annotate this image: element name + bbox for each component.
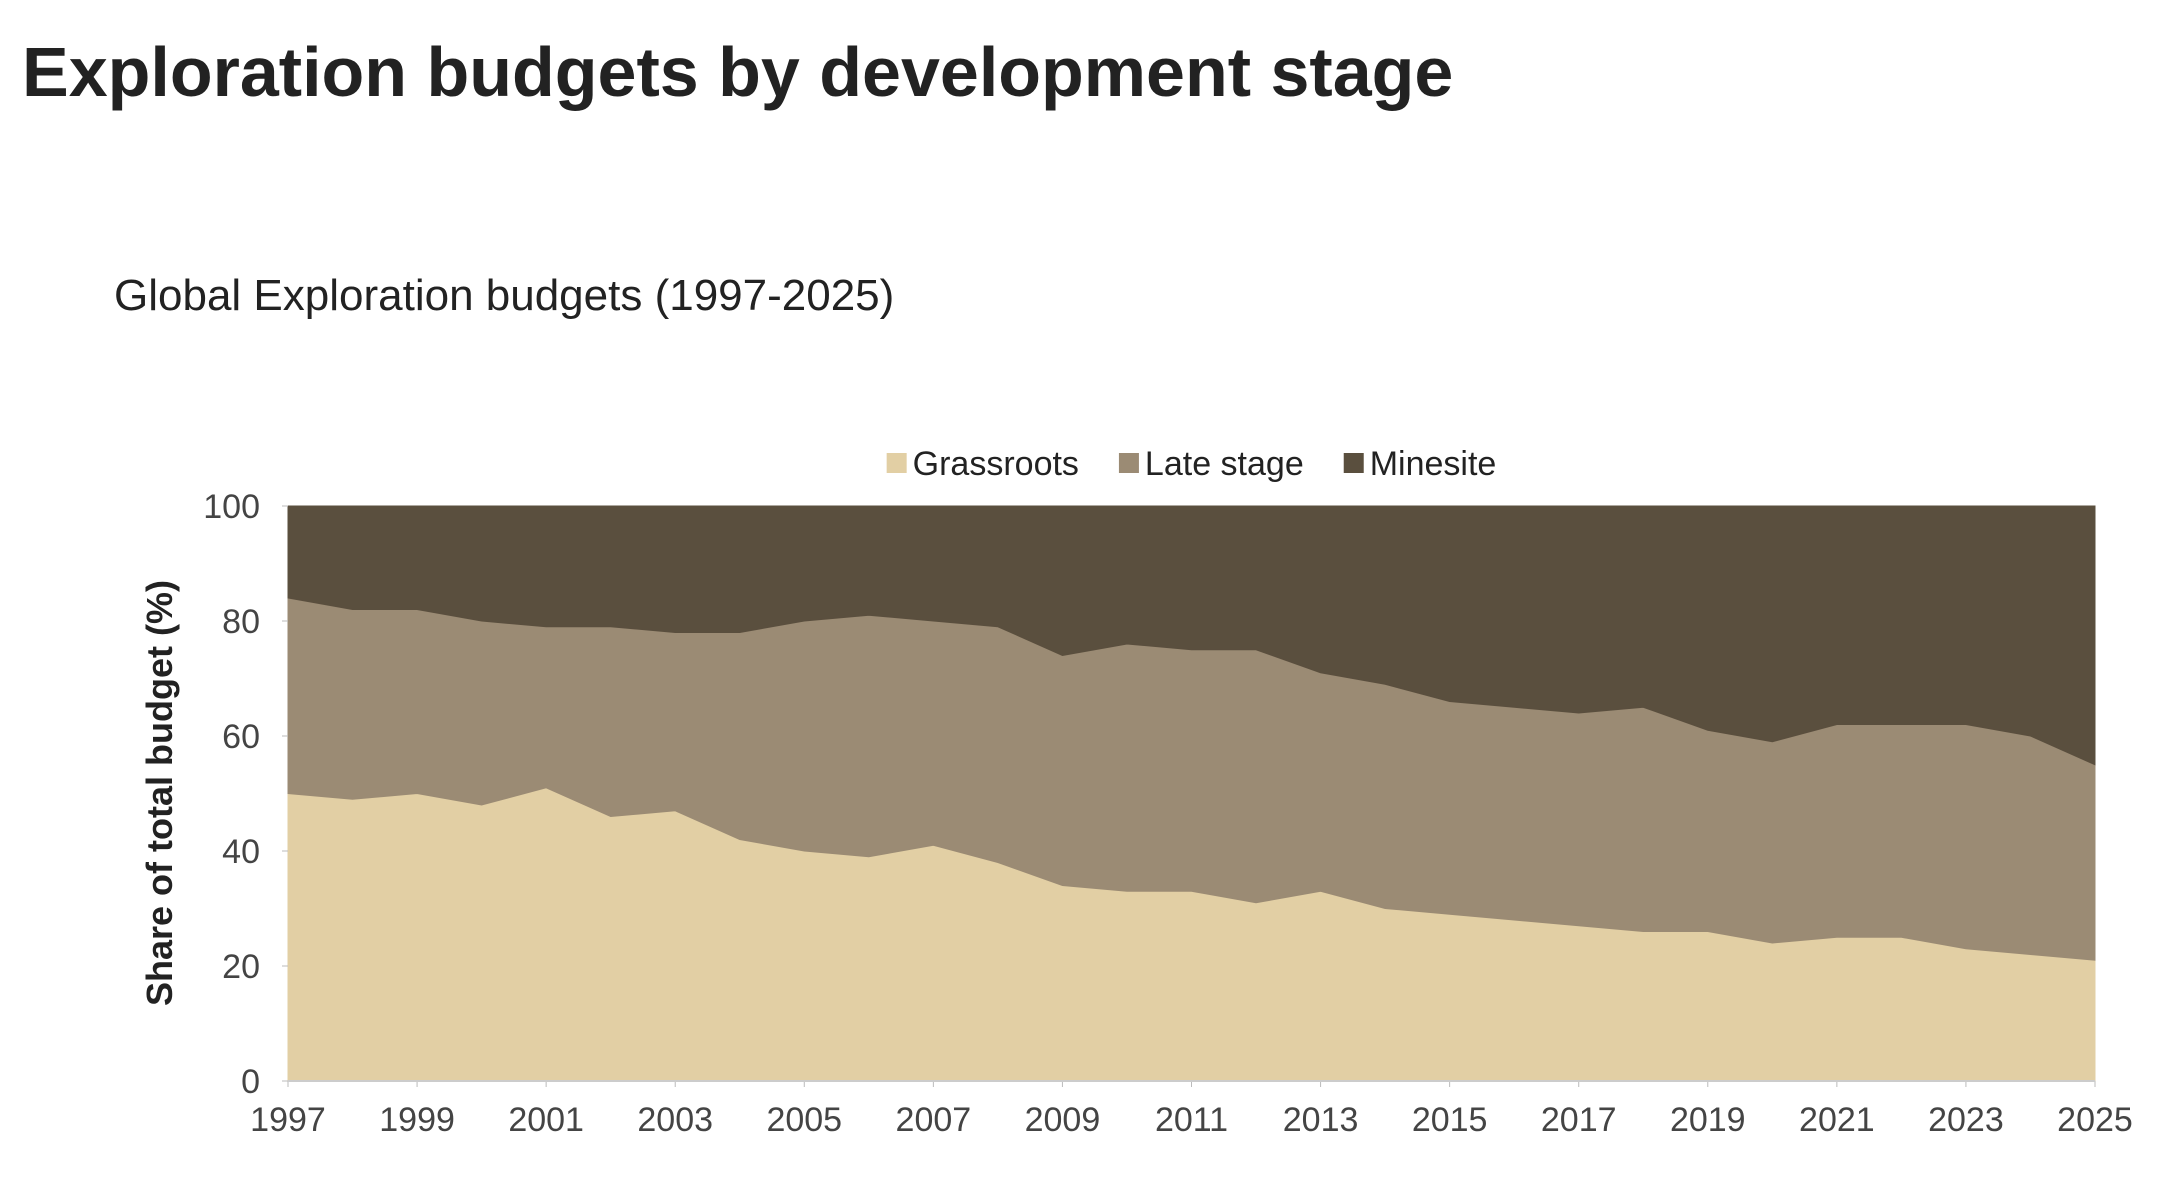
y-tick-label: 20 bbox=[222, 948, 260, 986]
legend-label: Minesite bbox=[1370, 445, 1497, 483]
y-axis-label: Share of total budget (%) bbox=[139, 580, 180, 1006]
x-tick-label: 2017 bbox=[1541, 1101, 1617, 1139]
x-tick-label: 2025 bbox=[2057, 1101, 2133, 1139]
x-tick-label: 2021 bbox=[1799, 1101, 1875, 1139]
x-tick-label: 2023 bbox=[1928, 1101, 2004, 1139]
legend-swatch bbox=[1118, 453, 1139, 473]
y-tick-label: 80 bbox=[222, 603, 260, 641]
area bbox=[287, 505, 2096, 766]
x-tick-label: 2013 bbox=[1283, 1101, 1359, 1139]
page-title: Exploration budgets by development stage bbox=[22, 33, 1453, 111]
legend-label: Late stage bbox=[1145, 445, 1304, 483]
x-tick-label: 1997 bbox=[250, 1101, 326, 1139]
y-tick-label: 40 bbox=[222, 833, 260, 871]
y-tick-label: 60 bbox=[222, 718, 260, 756]
x-tick-label: 2007 bbox=[896, 1101, 972, 1139]
x-tick-label: 2019 bbox=[1670, 1101, 1746, 1139]
legend-label: Grassroots bbox=[913, 445, 1079, 483]
legend-swatch bbox=[886, 453, 907, 473]
chart-title: Global Exploration budgets (1997-2025) bbox=[114, 271, 894, 320]
y-tick-label: 0 bbox=[241, 1063, 260, 1101]
x-tick-label: 2003 bbox=[637, 1101, 713, 1139]
x-tick-label: 2005 bbox=[766, 1101, 842, 1139]
y-tick-label: 100 bbox=[203, 488, 260, 526]
legend-swatch bbox=[1343, 453, 1364, 473]
x-tick-label: 2001 bbox=[508, 1101, 584, 1139]
x-tick-label: 2015 bbox=[1412, 1101, 1488, 1139]
x-tick-label: 1999 bbox=[379, 1101, 455, 1139]
legend: Grassroots Late stage Minesite bbox=[886, 445, 1497, 483]
x-tick-label: 2009 bbox=[1025, 1101, 1101, 1139]
x-tick-label: 2011 bbox=[1155, 1101, 1228, 1139]
